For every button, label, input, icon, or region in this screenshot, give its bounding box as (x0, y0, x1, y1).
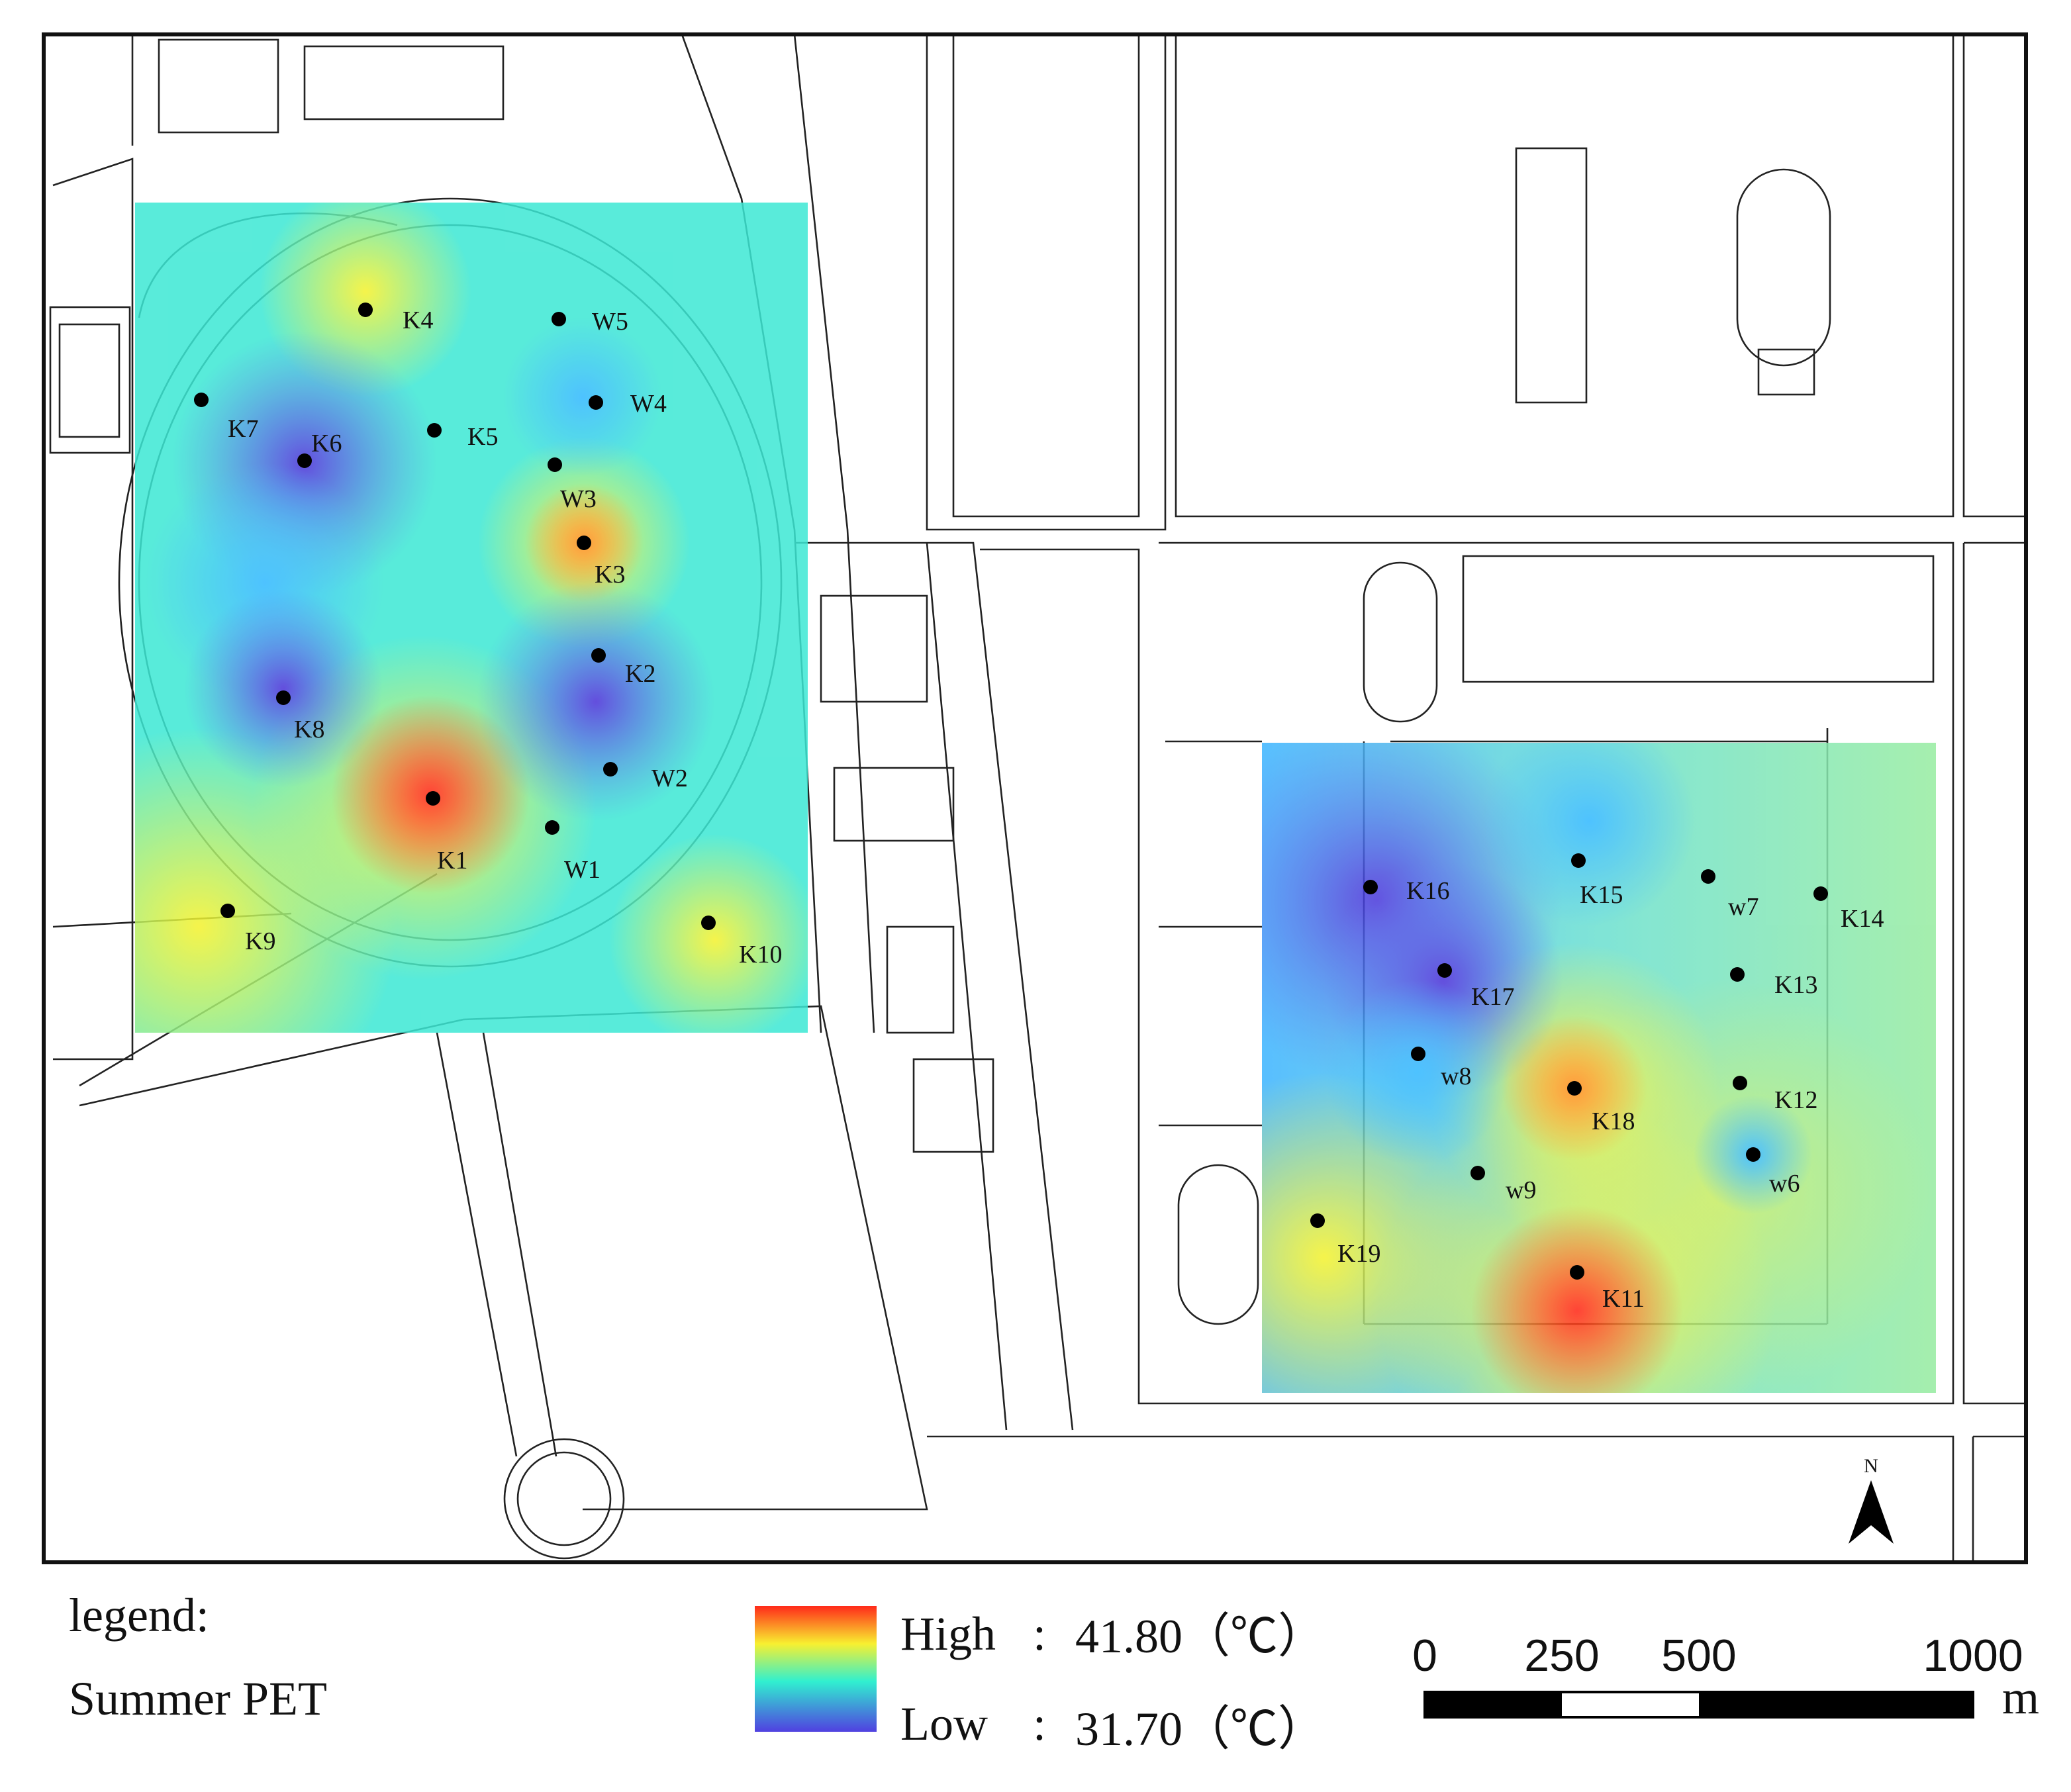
site-label: K5 (467, 423, 498, 451)
legend-subtitle: Summer PET (69, 1672, 327, 1725)
site-label: K4 (403, 307, 433, 334)
site-marker (194, 393, 209, 407)
low-label: Low (900, 1697, 988, 1750)
site-marker (552, 312, 566, 326)
site-marker (1813, 886, 1828, 901)
site-marker (1730, 967, 1745, 982)
site-marker (591, 648, 606, 663)
site-label: W2 (651, 765, 688, 792)
site-label: K19 (1337, 1240, 1380, 1268)
site-label: K8 (294, 716, 324, 743)
site-label: W3 (560, 485, 597, 513)
site-marker (1470, 1166, 1485, 1180)
site-label: K1 (437, 847, 467, 874)
site-label: K13 (1774, 971, 1817, 999)
site-marker (545, 820, 559, 835)
site-marker (1570, 1265, 1584, 1280)
site-label: w8 (1441, 1062, 1471, 1090)
scale-tick-label: 500 (1661, 1630, 1736, 1681)
site-label: K17 (1471, 983, 1514, 1011)
site-marker (427, 423, 442, 438)
site-label: K11 (1602, 1285, 1645, 1313)
site-label: K3 (595, 561, 625, 589)
site-marker (426, 791, 440, 806)
scale-tick-label: 0 (1412, 1630, 1437, 1681)
site-label: w9 (1506, 1176, 1536, 1204)
site-marker (297, 453, 312, 468)
scale-tick-label: 1000 (1923, 1630, 2023, 1681)
site-label: K18 (1592, 1108, 1635, 1135)
site-label: K2 (625, 660, 655, 688)
site-marker (1701, 869, 1715, 884)
site-marker (548, 457, 562, 472)
legend-title: legend: (69, 1589, 209, 1642)
scale-segment (1425, 1692, 1562, 1717)
site-marker (1363, 880, 1378, 894)
site-marker (1310, 1213, 1325, 1228)
sites: K4 W5 K7 W4 K5 K6 W3 K3 K2 K8 W2 K1 W1 K9 K10 K16 K15 w7 K… (194, 303, 1884, 1313)
pet-surface-west (135, 203, 808, 1033)
site-marker (1571, 853, 1586, 868)
site-marker (220, 904, 235, 918)
scale-tick-label: 250 (1524, 1630, 1599, 1681)
site-label: K16 (1406, 877, 1449, 905)
site-marker (1411, 1047, 1425, 1061)
low-sep: : (1033, 1697, 1046, 1750)
site-marker (701, 916, 716, 930)
site-marker (603, 762, 618, 777)
high-label: High (900, 1607, 996, 1660)
north-arrow (1849, 1480, 1894, 1544)
site-label: K7 (228, 415, 258, 443)
site-label: w6 (1769, 1170, 1800, 1198)
site-label: W4 (630, 390, 667, 418)
site-label: K9 (245, 927, 275, 955)
scale-segment (1699, 1692, 1973, 1717)
north-label: N (1864, 1455, 1878, 1477)
map-frame (42, 32, 2028, 1564)
site-marker (1746, 1147, 1760, 1162)
site-label: K10 (739, 941, 782, 968)
site-label: K15 (1580, 881, 1623, 909)
site-marker (358, 303, 373, 317)
site-marker (589, 395, 603, 410)
high-value: 41.80（℃） (1075, 1610, 1325, 1663)
site-label: K6 (311, 430, 342, 457)
site-marker (1437, 963, 1452, 978)
site-label: W5 (592, 308, 628, 336)
site-label: W1 (564, 856, 601, 884)
high-sep: : (1033, 1607, 1046, 1660)
site-marker (1733, 1076, 1747, 1090)
site-marker (577, 536, 591, 550)
site-marker (1567, 1081, 1582, 1096)
site-marker (276, 690, 291, 705)
site-label: K14 (1841, 905, 1884, 933)
scale-unit: m (2002, 1671, 2039, 1724)
site-label: K12 (1774, 1086, 1817, 1114)
low-value: 31.70（℃） (1075, 1703, 1325, 1756)
color-ramp (755, 1606, 877, 1732)
site-label: w7 (1728, 893, 1758, 921)
